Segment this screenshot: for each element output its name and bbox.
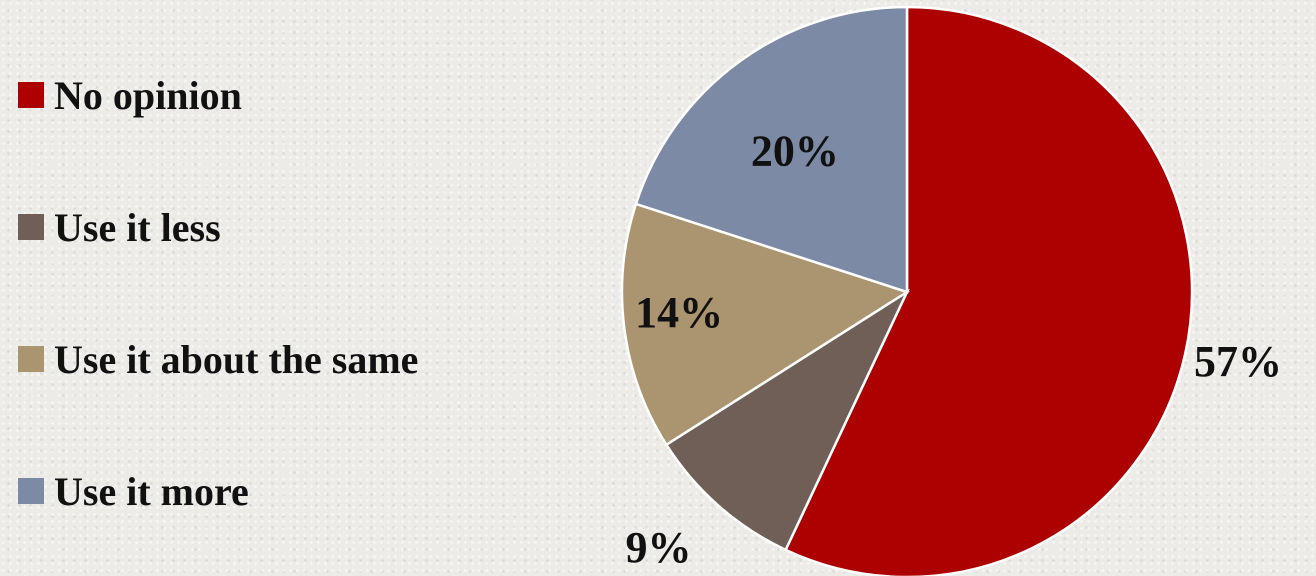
legend-swatch-no-opinion xyxy=(18,82,44,108)
legend-item-use-it-more: Use it more xyxy=(18,466,418,516)
pie-data-labels: 57% 9% 14% 20% xyxy=(625,126,1281,572)
legend-swatch-use-it-more xyxy=(18,478,44,504)
legend-label-use-it-less: Use it less xyxy=(54,204,221,250)
legend-label-no-opinion: No opinion xyxy=(54,72,242,118)
legend-label-use-it-more: Use it more xyxy=(54,468,249,514)
chart-legend: No opinion Use it less Use it about the … xyxy=(18,70,418,516)
pie-slices xyxy=(620,5,1194,576)
legend-item-no-opinion: No opinion xyxy=(18,70,418,120)
legend-item-use-it-about-the-same: Use it about the same xyxy=(18,334,418,384)
legend-swatch-use-it-less xyxy=(18,214,44,240)
data-label-use-it-about-the-same: 14% xyxy=(635,288,723,337)
data-label-no-opinion: 57% xyxy=(1194,337,1282,386)
pie-slice-use-it-more xyxy=(634,5,909,294)
pie-slice-use-it-about-the-same xyxy=(620,202,910,447)
data-label-use-it-more: 20% xyxy=(751,126,839,175)
data-label-use-it-less: 9% xyxy=(625,523,691,572)
legend-swatch-use-it-about-the-same xyxy=(18,346,44,372)
legend-label-use-it-about-the-same: Use it about the same xyxy=(54,336,419,382)
pie-slice-use-it-less xyxy=(664,288,910,552)
legend-item-use-it-less: Use it less xyxy=(18,202,418,252)
